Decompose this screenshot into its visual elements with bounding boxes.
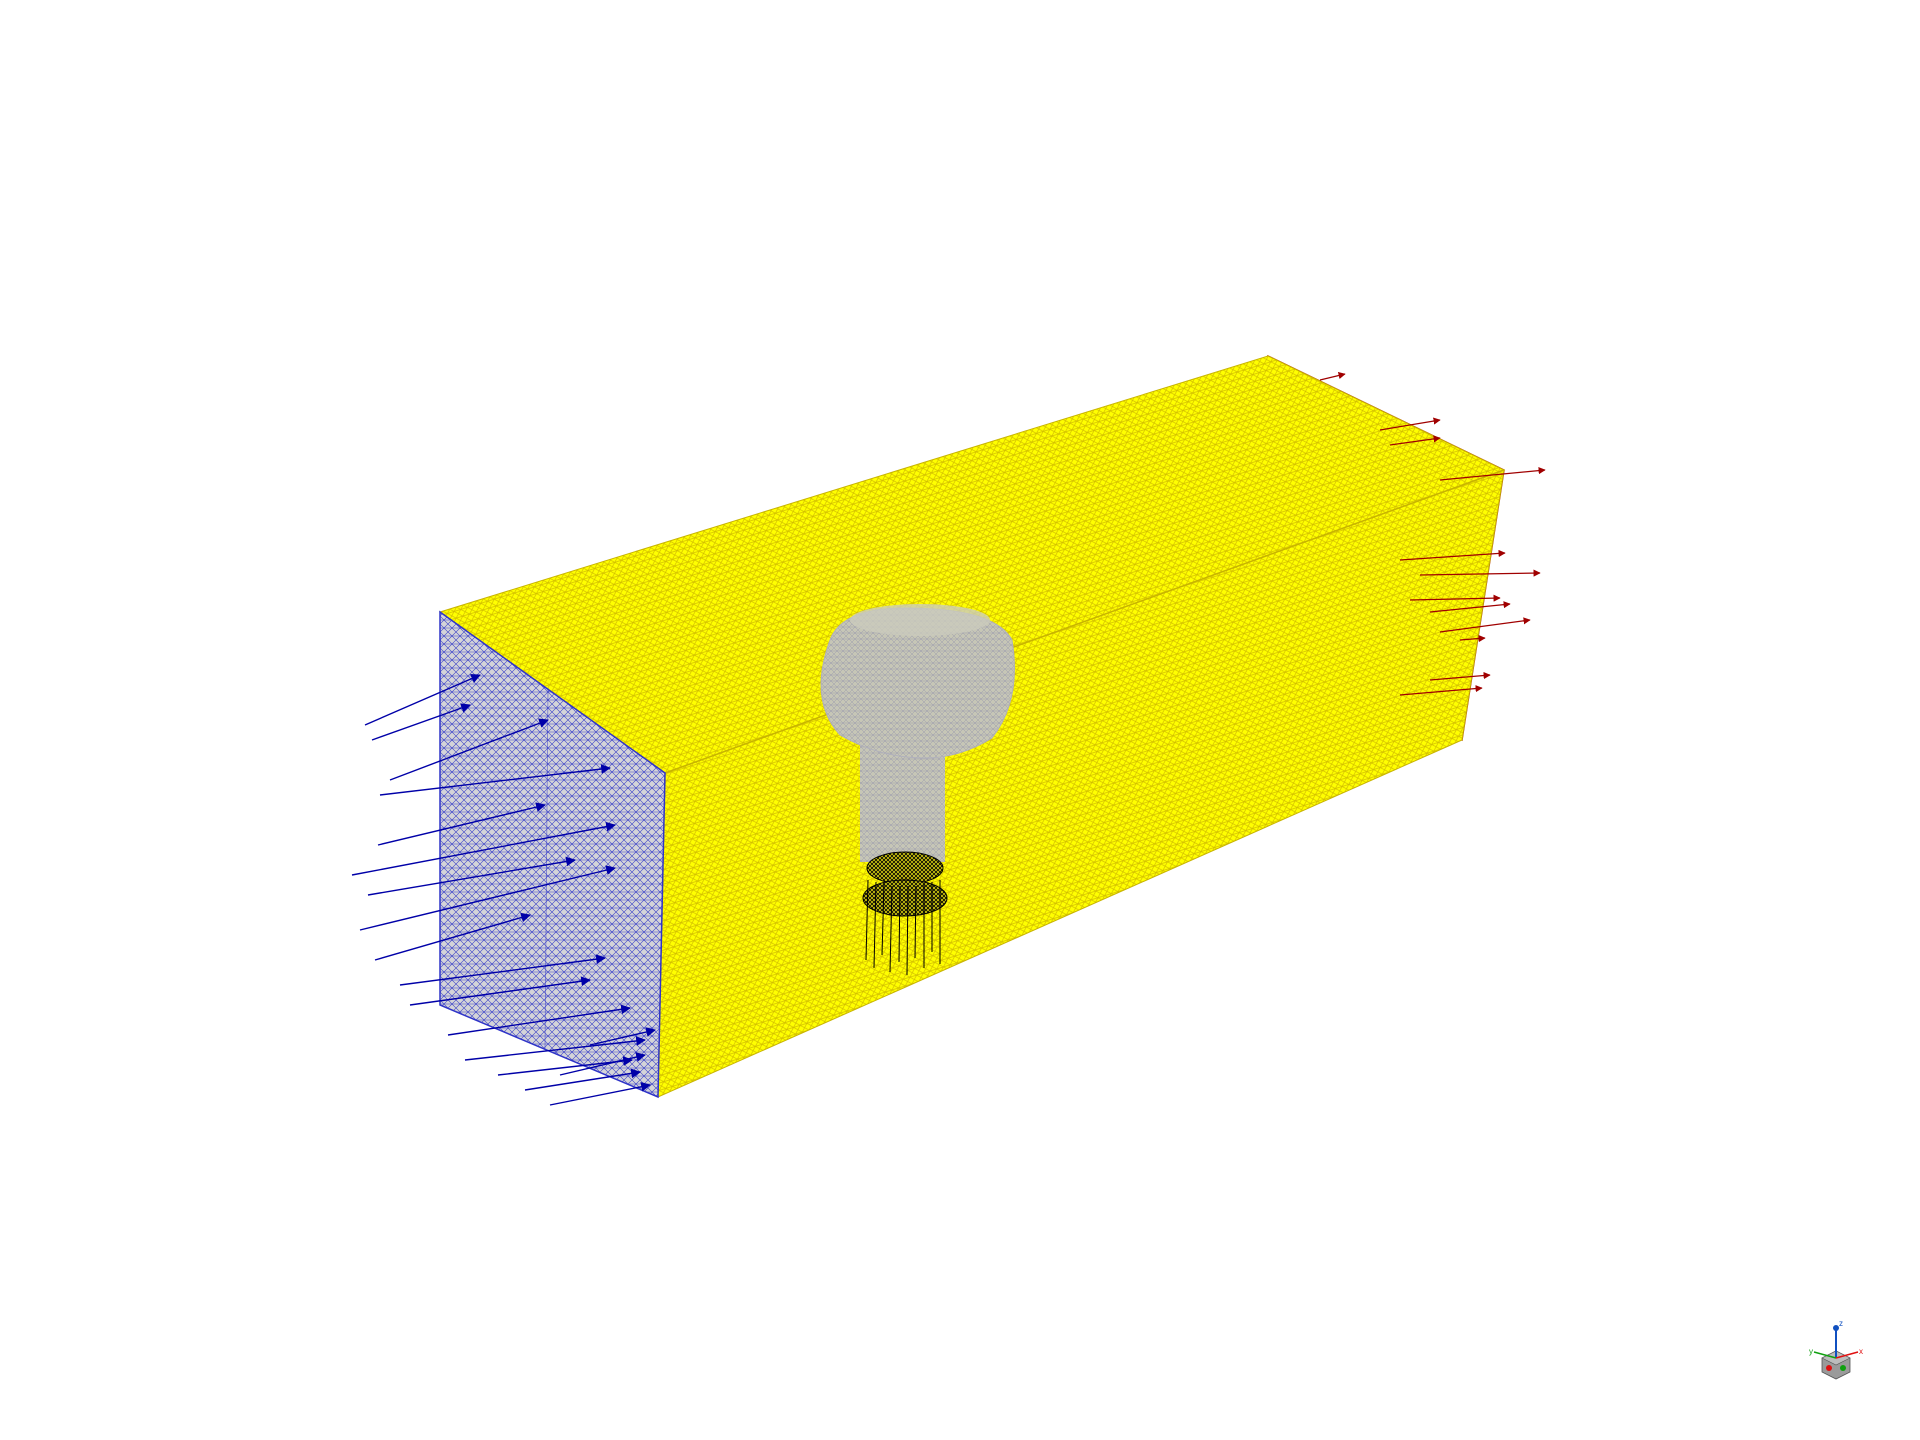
inlet-face[interactable] — [439, 610, 666, 1099]
nozzle-jet[interactable] — [862, 851, 948, 976]
body-top-cap — [850, 604, 990, 636]
triad-z-label: z — [1839, 1320, 1843, 1328]
triad-x-axis — [1835, 1351, 1859, 1359]
nozzle-arrows — [865, 879, 941, 976]
triad-x-label: x — [1859, 1347, 1863, 1356]
inlet-arrows — [351, 674, 656, 1106]
view-orientation-triad-icon[interactable]: x y z — [1808, 1320, 1864, 1384]
immersed-body[interactable] — [820, 604, 1015, 862]
triad-y-axis — [1813, 1351, 1837, 1359]
nozzle-ring — [866, 851, 944, 885]
outlet-arrows — [1319, 372, 1546, 696]
triad-y-label: y — [1809, 1347, 1813, 1356]
body-stem — [860, 742, 945, 862]
